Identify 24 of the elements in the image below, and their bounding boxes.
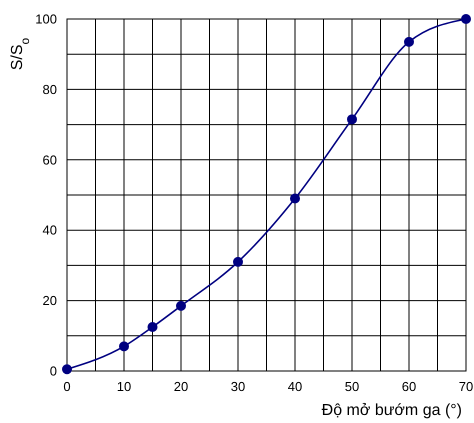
- y-tick-label: 40: [42, 222, 57, 238]
- x-tick-label: 10: [116, 379, 132, 394]
- y-tick-label: 100: [35, 12, 57, 26]
- point: [347, 114, 357, 124]
- point: [404, 36, 414, 47]
- point: [290, 194, 300, 204]
- x-axis-title: Độ mở bướm ga (°): [322, 402, 462, 419]
- x-tick-label: 20: [174, 379, 188, 394]
- point: [119, 341, 129, 352]
- x-tick-label: 50: [344, 379, 360, 394]
- y-tick-label: 60: [42, 152, 57, 168]
- point: [233, 256, 243, 267]
- x-tick-label: 70: [458, 379, 474, 394]
- point: [176, 300, 186, 311]
- x-tick-label: 40: [288, 379, 302, 394]
- y-tick-label: 80: [42, 82, 57, 97]
- x-tick-label: 30: [230, 379, 246, 394]
- point: [62, 364, 72, 374]
- x-tick-label: 0: [63, 379, 71, 394]
- y-tick-label: 20: [42, 293, 57, 308]
- point: [148, 322, 158, 332]
- point: [461, 14, 471, 24]
- y-tick-label: 0: [50, 364, 57, 378]
- x-tick-label: 60: [402, 379, 416, 394]
